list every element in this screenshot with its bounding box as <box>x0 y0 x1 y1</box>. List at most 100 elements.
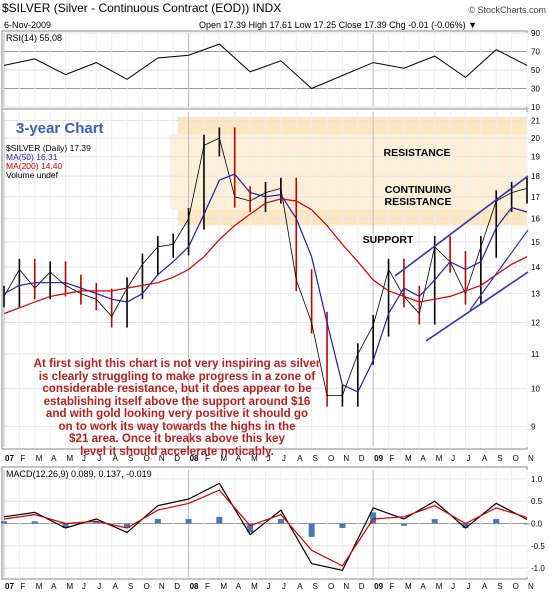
x-tick-label: A <box>236 582 242 591</box>
x-tick-label: J <box>97 582 101 591</box>
zone-band <box>178 209 527 226</box>
x-tick-label: M <box>251 454 258 463</box>
x-tick-label: S <box>128 582 133 591</box>
legend-silver: $SILVER (Daily) 17.39 <box>6 143 91 153</box>
macd-histogram-bar <box>124 523 131 528</box>
x-tick-label: J <box>451 454 455 463</box>
x-tick-label: S <box>313 582 318 591</box>
x-tick-label: 09 <box>374 454 383 463</box>
macd-histogram-bar <box>493 519 500 524</box>
macd-tick: -0.5 <box>531 542 545 551</box>
x-tick-label: O <box>513 582 519 591</box>
x-tick-label: A <box>113 454 119 463</box>
continuing-label-1: CONTINUING <box>385 184 452 196</box>
commentary-line: level it should accelerate noticably. <box>80 444 274 458</box>
x-tick-label: O <box>513 454 519 463</box>
price-line <box>3 137 528 396</box>
macd-ticks: 1.0 0.5 0.0 -0.5 -1.0 <box>531 475 545 573</box>
macd-histogram-bar <box>277 519 284 524</box>
x-tick-label: D <box>174 454 180 463</box>
x-tick-label: M <box>36 582 43 591</box>
macd-histogram-bar <box>154 519 161 524</box>
x-tick-label: A <box>420 582 426 591</box>
x-tick-label: N <box>159 454 165 463</box>
x-axis-labels-bottom: 07 F M A M J J A S O N D 08 F M A M J J A S O N D 09 F M A M J J A S O N <box>5 582 534 591</box>
x-tick-label: J <box>97 454 101 463</box>
price-tick: 13 <box>531 290 540 299</box>
continuing-label-2: RESISTANCE <box>385 196 452 208</box>
commentary: At first sight this chart is not very in… <box>10 357 344 458</box>
x-tick-label: J <box>267 582 271 591</box>
macd-histogram-bar <box>247 523 254 533</box>
x-tick-label: O <box>328 454 334 463</box>
rsi-ticks: 90 70 50 30 10 <box>531 29 540 112</box>
price-tick: 9 <box>531 422 536 431</box>
price-legend: $SILVER (Daily) 17.39 MA(50) 16.31 MA(20… <box>6 143 91 180</box>
annotation-title: 3-year Chart <box>16 120 104 137</box>
price-tick: 12 <box>531 319 540 328</box>
x-tick-label: J <box>82 454 86 463</box>
zone-band <box>178 117 527 135</box>
support-label: SUPPORT <box>363 234 414 246</box>
channel-inner-line <box>469 229 529 311</box>
ma200-line <box>3 198 528 315</box>
macd-histogram-bar <box>524 523 530 525</box>
x-tick-label: D <box>174 582 180 591</box>
price-tick: 10 <box>531 384 540 393</box>
macd-label: MACD(12,26,9) 0.089, 0.137, -0.019 <box>6 469 152 479</box>
commentary-line: is clearly struggling to make progress i… <box>38 369 316 383</box>
price-zones <box>170 117 527 226</box>
macd-histogram-bar <box>93 521 100 524</box>
trend-channel <box>394 175 529 342</box>
macd-tick: -1.0 <box>531 564 545 573</box>
price-tick: 19 <box>531 153 540 162</box>
x-tick-label: S <box>128 454 133 463</box>
x-tick-label: S <box>313 454 318 463</box>
commentary-line: $21 area. Once it breaks above this key <box>69 432 285 445</box>
x-tick-label: J <box>267 454 271 463</box>
macd-tick: 0.0 <box>531 520 543 529</box>
macd-tick: 1.0 <box>531 475 543 484</box>
x-tick-label: M <box>220 454 227 463</box>
x-tick-label: F <box>20 582 25 591</box>
x-tick-label: J <box>451 582 455 591</box>
x-tick-label: F <box>390 582 395 591</box>
zone-band <box>170 134 527 210</box>
x-tick-label: M <box>220 582 227 591</box>
ohlc-readout: Open 17.39 High 17.61 Low 17.25 Close 17… <box>199 20 478 30</box>
x-tick-label: N <box>528 582 534 591</box>
x-tick-label: M <box>405 582 412 591</box>
x-tick-label: A <box>297 582 303 591</box>
x-tick-label: 07 <box>5 582 14 591</box>
macd-histogram-bar <box>31 521 38 524</box>
x-tick-label: J <box>282 582 286 591</box>
rsi-line <box>3 43 528 90</box>
commentary-line: establishing itself above the support ar… <box>43 394 311 408</box>
x-tick-label: F <box>205 454 210 463</box>
price-tick: 18 <box>531 172 540 181</box>
commentary-line: At first sight this chart is not very in… <box>33 357 321 370</box>
legend-ma50: MA(50) 16.31 <box>6 152 58 162</box>
x-tick-label: F <box>390 454 395 463</box>
price-series <box>3 127 528 407</box>
macd-line <box>3 482 528 571</box>
macd-histogram-bar <box>431 519 438 524</box>
rsi-series <box>3 43 528 90</box>
x-tick-label: A <box>51 454 57 463</box>
x-tick-label: A <box>420 454 426 463</box>
x-tick-label: O <box>143 454 149 463</box>
chart-date: 6-Nov-2009 <box>4 20 52 30</box>
x-tick-label: A <box>482 454 488 463</box>
rsi-tick: 10 <box>531 103 540 112</box>
rsi-tick: 90 <box>531 29 540 38</box>
x-tick-label: J <box>466 582 470 591</box>
x-tick-label: A <box>51 582 57 591</box>
watermark: © StockCharts.com <box>468 5 546 15</box>
x-tick-label: M <box>436 582 443 591</box>
legend-ma200: MA(200) 14.40 <box>6 161 62 171</box>
x-tick-label: F <box>20 454 25 463</box>
price-tick: 11 <box>531 350 540 359</box>
x-tick-label: J <box>466 454 470 463</box>
